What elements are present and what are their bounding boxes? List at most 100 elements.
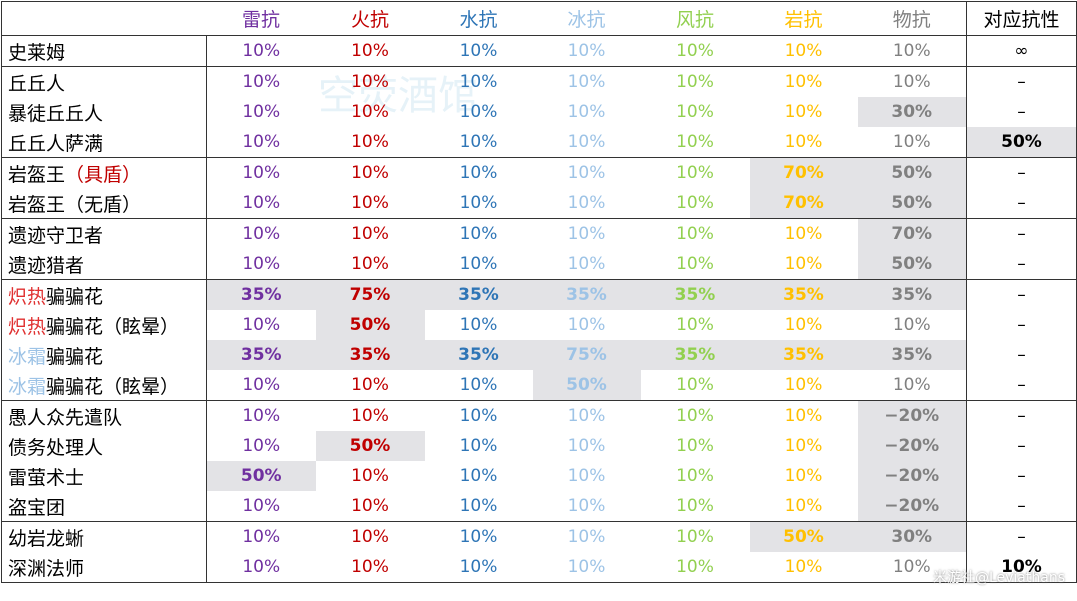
name-part: 岩盔王（无盾） — [8, 193, 142, 216]
corner-cell — [2, 2, 207, 36]
value-cell: 10% — [784, 375, 823, 395]
name-part: 暴徒丘丘人 — [8, 102, 104, 125]
value-cell: 10% — [242, 557, 281, 577]
value-cell: – — [1017, 315, 1026, 335]
value-cell: – — [1017, 345, 1026, 365]
column-header: 雷抗 — [241, 9, 280, 31]
value-cell: 10% — [784, 557, 823, 577]
name-part: 丘丘人萨满 — [8, 132, 104, 155]
value-cell: 10% — [567, 102, 606, 122]
row-name: 雷萤术士 — [1, 461, 207, 491]
row: 深渊法师 10% 10% 10% 10% 10% 10% 10% 10% — [1, 552, 1077, 583]
value-cell: 10% — [567, 496, 606, 516]
row: 债务处理人 10% 50% 10% 10% 10% 10% −20% – — [1, 431, 1077, 461]
value-cell: ∞ — [1014, 41, 1029, 61]
row-name: 遗迹守卫者 — [1, 218, 207, 249]
value-cell: 10% — [857, 310, 967, 340]
value-cell: 35% — [532, 279, 641, 310]
value-cell: 10% — [459, 406, 498, 426]
row: 炽热骗骗花 35% 75% 35% 35% 35% 35% 35% – — [1, 279, 1077, 310]
value-cell: 10% — [784, 102, 823, 122]
table-body: 雷抗 火抗 水抗 冰抗 风抗 岩抗 物抗 对应抗性 史莱姆 10% 10% 10% 10% 10% 10% 1… — [1, 1, 1077, 583]
value-cell: 35% — [424, 340, 533, 370]
value-cell: 10% — [676, 224, 714, 244]
value-cell: 10% — [351, 72, 389, 92]
value-cell: 10% — [676, 436, 714, 456]
name-part: 深渊法师 — [8, 557, 85, 580]
value-cell: 10% — [242, 102, 281, 122]
value-cell: 10% — [676, 527, 714, 547]
value-cell: 10% — [676, 41, 714, 61]
value-cell: 10% — [784, 72, 823, 92]
value-cell: 35% — [857, 279, 967, 310]
row-name: 岩盔王（具盾） — [1, 157, 207, 188]
value-cell: 10% — [676, 102, 714, 122]
value-cell: 75% — [315, 279, 425, 310]
value-cell: 50% — [532, 370, 641, 401]
value-cell: 10% — [857, 35, 967, 67]
row: 炽热骗骗花（眩晕） 10% 50% 10% 10% 10% 10% 10% – — [1, 310, 1077, 340]
value-cell: 10% — [567, 72, 606, 92]
value-cell: 35% — [424, 279, 533, 310]
row-name: 岩盔王（无盾） — [1, 188, 207, 219]
row-name: 遗迹猎者 — [1, 249, 207, 280]
name-part: （具盾） — [65, 163, 142, 186]
value-cell: 75% — [532, 340, 641, 370]
value-cell: 10% — [567, 406, 606, 426]
value-cell: 10% — [351, 193, 389, 213]
value-cell: 10% — [242, 254, 281, 274]
row: 遗迹猎者 10% 10% 10% 10% 10% 10% 50% – — [1, 249, 1077, 280]
value-cell: – — [1017, 163, 1026, 183]
value-cell: 50% — [315, 310, 425, 340]
value-cell: 50% — [966, 127, 1077, 158]
name-part: 骗骗花 — [46, 285, 104, 308]
value-cell: 10% — [459, 436, 498, 456]
value-cell: 10% — [784, 466, 823, 486]
value-cell: 50% — [206, 461, 316, 491]
column-header: 冰抗 — [567, 9, 606, 31]
value-cell: 10% — [567, 315, 606, 335]
name-part: 炽热 — [8, 315, 47, 338]
value-cell: 10% — [351, 496, 389, 516]
value-cell: 10% — [784, 132, 823, 152]
value-cell: 70% — [749, 157, 858, 188]
row: 雷萤术士 50% 10% 10% 10% 10% 10% −20% – — [1, 461, 1077, 491]
value-cell: 10% — [857, 127, 967, 158]
value-cell: 10% — [459, 163, 498, 183]
value-cell: 10% — [459, 466, 498, 486]
value-cell: 10% — [784, 315, 823, 335]
value-cell: 10% — [242, 224, 281, 244]
value-cell: 10% — [676, 496, 714, 516]
value-cell: −20% — [857, 491, 967, 522]
value-cell: 10% — [567, 527, 606, 547]
name-part: 债务处理人 — [8, 436, 104, 459]
row: 愚人众先遣队 10% 10% 10% 10% 10% 10% −20% – — [1, 400, 1077, 431]
value-cell: 35% — [206, 340, 316, 370]
value-cell: −20% — [857, 431, 967, 461]
value-cell: 10% — [242, 72, 281, 92]
row-name: 丘丘人 — [1, 66, 207, 97]
value-cell: 10% — [676, 193, 714, 213]
value-cell: 10% — [459, 375, 498, 395]
column-header: 岩抗 — [784, 9, 823, 31]
name-part: 遗迹守卫者 — [8, 224, 104, 247]
value-cell: 35% — [749, 340, 858, 370]
value-cell: 10% — [784, 224, 823, 244]
value-cell: 10% — [242, 406, 281, 426]
name-part: 丘丘人 — [8, 72, 66, 95]
row-name: 史莱姆 — [1, 35, 207, 67]
value-cell: 10% — [567, 163, 606, 183]
row: 丘丘人 10% 10% 10% 10% 10% 10% 10% – — [1, 66, 1077, 97]
value-cell: 10% — [676, 315, 714, 335]
row: 暴徒丘丘人 10% 10% 10% 10% 10% 10% 30% – — [1, 97, 1077, 127]
value-cell: 10% — [351, 557, 389, 577]
value-cell: 10% — [857, 552, 967, 583]
value-cell: – — [1017, 102, 1026, 122]
row: 幼岩龙蜥 10% 10% 10% 10% 10% 50% 30% – — [1, 521, 1077, 552]
value-cell: 10% — [459, 193, 498, 213]
column-header: 风抗 — [675, 9, 714, 31]
row-name: 炽热骗骗花 — [1, 279, 207, 310]
value-cell: 10% — [676, 132, 714, 152]
value-cell: 10% — [676, 163, 714, 183]
